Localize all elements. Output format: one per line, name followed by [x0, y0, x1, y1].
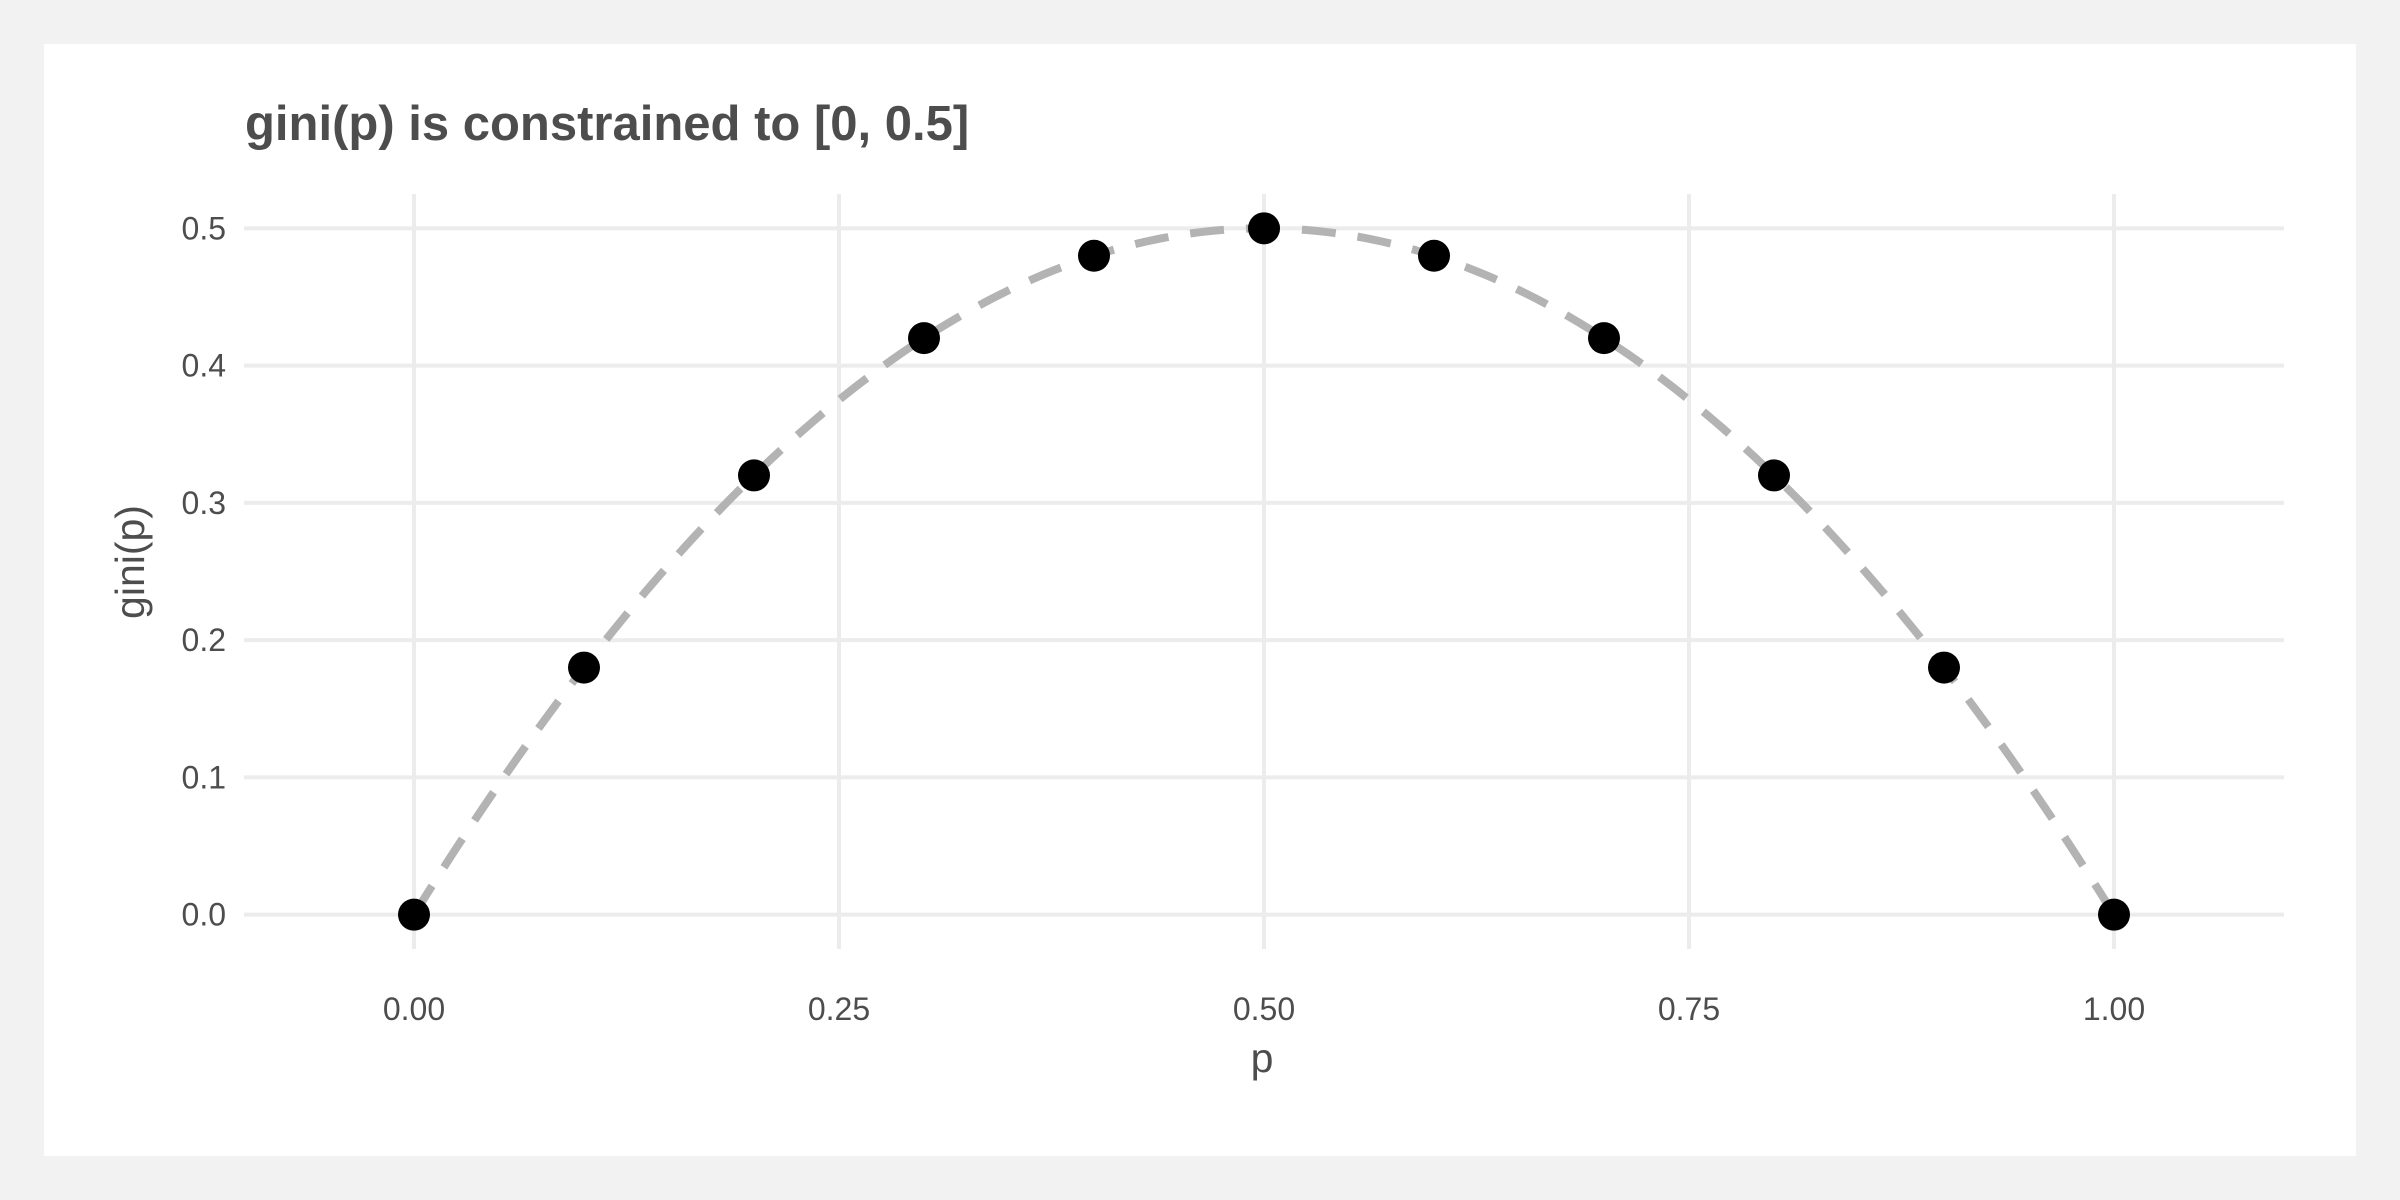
- data-point: [1078, 239, 1110, 272]
- x-tick-label: 1.00: [2083, 991, 2145, 1027]
- y-axis-label: gini(p): [107, 505, 153, 619]
- data-point: [568, 651, 600, 684]
- gini-chart: 0.0 0.1 0.2 0.3 0.4 0.5 0.00 0.25 0.50 0.75 1.00 g…: [107, 97, 2284, 1081]
- x-tick-label: 0.75: [1658, 991, 1720, 1027]
- data-point: [1418, 239, 1450, 272]
- x-axis-label: p: [1251, 1035, 1274, 1081]
- chart-title: gini(p) is constrained to [0, 0.5]: [245, 97, 969, 151]
- data-point: [2098, 898, 2130, 931]
- data-point: [1758, 459, 1790, 492]
- data-point: [738, 459, 770, 492]
- y-tick-label: 0.0: [182, 897, 226, 933]
- x-tick-label: 0.50: [1233, 991, 1295, 1027]
- x-tick-label: 0.00: [383, 991, 445, 1027]
- points-layer: [398, 212, 2130, 931]
- ticks-layer: 0.0 0.1 0.2 0.3 0.4 0.5 0.00 0.25 0.50 0.75 1.00: [182, 210, 2146, 1027]
- y-tick-label: 0.3: [182, 485, 226, 521]
- data-point: [908, 322, 940, 355]
- data-point: [398, 898, 430, 931]
- data-point: [1248, 212, 1280, 245]
- data-point: [1928, 651, 1960, 684]
- chart-panel: 0.0 0.1 0.2 0.3 0.4 0.5 0.00 0.25 0.50 0.75 1.00 g…: [44, 44, 2356, 1156]
- y-tick-label: 0.2: [182, 622, 226, 658]
- data-point: [1588, 322, 1620, 355]
- y-tick-label: 0.1: [182, 759, 226, 795]
- grid-layer: [244, 194, 2284, 949]
- x-tick-label: 0.25: [808, 991, 870, 1027]
- y-tick-label: 0.5: [182, 210, 226, 246]
- y-tick-label: 0.4: [182, 348, 226, 384]
